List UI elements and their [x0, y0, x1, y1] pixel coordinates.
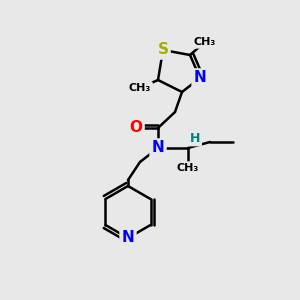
- Text: H: H: [190, 131, 200, 145]
- Text: CH₃: CH₃: [129, 83, 151, 93]
- Text: CH₃: CH₃: [177, 163, 199, 173]
- Text: O: O: [130, 121, 142, 136]
- Text: CH₃: CH₃: [194, 37, 216, 47]
- Text: N: N: [122, 230, 134, 245]
- Text: N: N: [152, 140, 164, 155]
- Text: S: S: [158, 43, 169, 58]
- Text: N: N: [194, 70, 206, 86]
